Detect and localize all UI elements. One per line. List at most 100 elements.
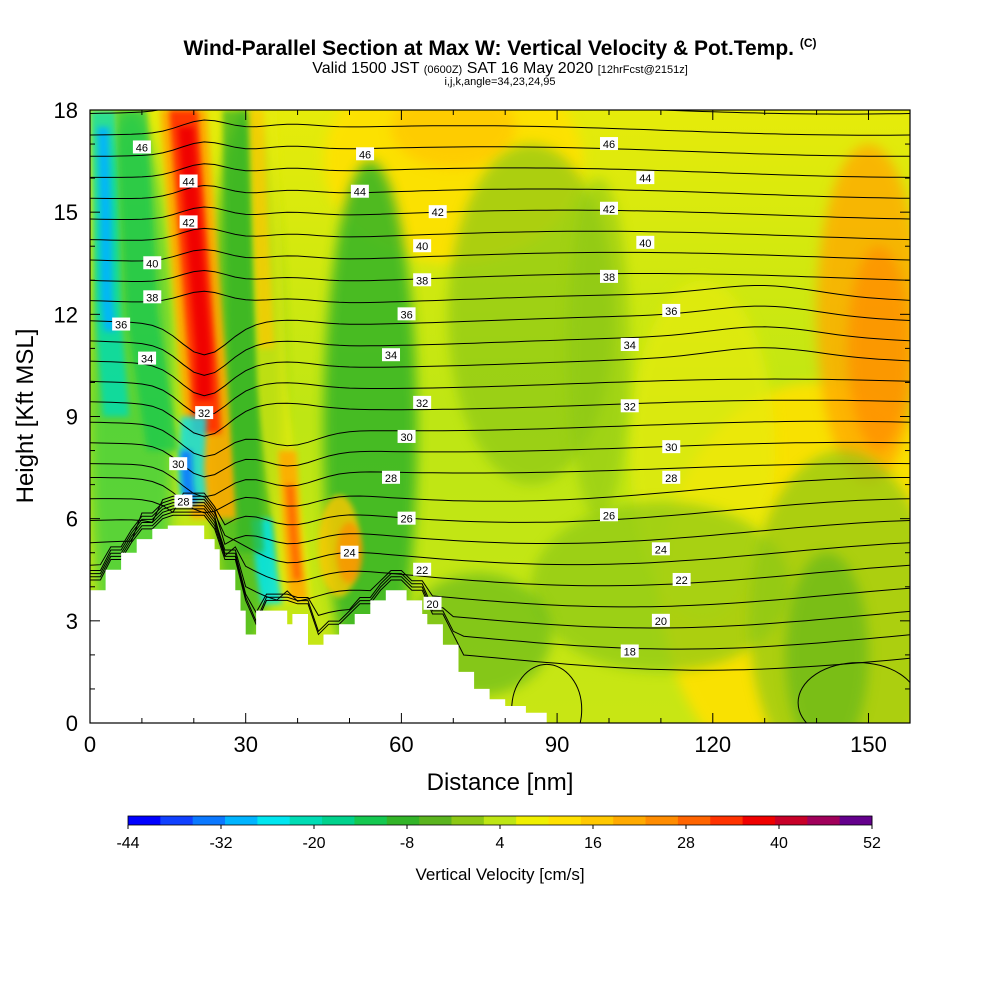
colorbar-swatch [160, 816, 194, 825]
theta-contour-line [90, 184, 910, 199]
colorbar-tick-label: -20 [302, 835, 325, 852]
theta-label: 42 [179, 215, 198, 229]
theta-label-box [397, 429, 416, 443]
theta-label-text: 20 [655, 616, 667, 628]
theta-contour-line [90, 505, 910, 608]
field-blob [531, 501, 791, 672]
theta-label-text: 32 [198, 408, 210, 420]
theta-contour-line [90, 378, 910, 417]
theta-label: 20 [651, 613, 670, 628]
colorbar-swatch [710, 816, 744, 825]
theta-label-box [620, 644, 639, 658]
theta-label-text: 30 [172, 459, 184, 471]
colorbar-swatch [128, 816, 161, 825]
theta-label: 26 [599, 508, 618, 522]
theta-label: 28 [662, 470, 681, 485]
theta-label-text: 40 [146, 258, 158, 270]
colorbar-swatch [386, 816, 420, 825]
theta-contour-loop [797, 662, 910, 723]
theta-label-text: 40 [416, 241, 428, 253]
theta-label: 30 [662, 440, 681, 454]
theta-label-box [620, 337, 639, 351]
theta-contour-labels: 46 44 42 40 38 36 34 32 30 28 46 44 42 40 38 36 34 32 30 28… [112, 137, 691, 658]
x-tick-label: 90 [545, 732, 569, 757]
theta-label: 36 [112, 317, 131, 332]
theta-label-box [413, 239, 432, 253]
theta-label: 40 [413, 239, 432, 253]
theta-label: 38 [413, 273, 432, 287]
theta-label: 36 [662, 303, 681, 318]
theta-label-text: 18 [624, 646, 636, 658]
theta-label: 24 [340, 545, 359, 560]
theta-label: 40 [636, 235, 655, 250]
theta-label-box [397, 511, 416, 525]
colorbar-swatch [613, 816, 647, 825]
theta-label-box [143, 290, 162, 304]
field-blob [785, 552, 869, 723]
theta-label-text: 28 [177, 497, 189, 509]
theta-label-box [428, 205, 447, 219]
theta-label: 34 [138, 351, 157, 366]
x-tick-label: 150 [850, 732, 887, 757]
chart-subtitle: Valid 1500 JST (0600Z) SAT 16 May 2020 [… [0, 60, 1000, 78]
theta-label-box [179, 215, 198, 229]
chart-indices: i,j,k,angle=34,23,24,95 [444, 76, 556, 88]
colorbar: -44 -32 -20 -8 4 16 28 40 52 [116, 815, 881, 852]
colorbar-tick-label: -8 [400, 835, 414, 852]
terrain-profile [90, 525, 547, 723]
theta-label: 44 [636, 171, 655, 185]
theta-contour-line [90, 463, 910, 498]
chart-title: Wind-Parallel Section at Max W: Vertical… [0, 36, 1000, 61]
theta-label: 32 [620, 399, 639, 413]
theta-label-text: 28 [385, 473, 397, 485]
theta-label-text: 20 [426, 599, 438, 611]
theta-label-box [138, 351, 157, 365]
y-tick-label: 18 [54, 98, 78, 123]
theta-label: 22 [413, 562, 432, 577]
theta-label: 36 [397, 307, 416, 321]
theta-contour-line [90, 119, 910, 136]
theta-label-box [662, 440, 681, 454]
theta-label-text: 36 [400, 309, 412, 321]
theta-contour-line [90, 141, 910, 157]
theta-contours [90, 110, 910, 723]
theta-label-text: 24 [655, 544, 667, 556]
theta-label: 28 [174, 494, 193, 509]
theta-label-text: 42 [432, 207, 444, 219]
colorbar-tick-label: 28 [677, 835, 695, 852]
theta-label-box [662, 303, 681, 317]
theta-label-box [599, 201, 618, 215]
theta-label-box [132, 140, 151, 154]
theta-label-text: 38 [146, 292, 158, 304]
colorbar-swatch [677, 816, 711, 825]
copyright-mark: (C) [799, 36, 817, 50]
theta-contour-line [90, 441, 910, 478]
theta-label: 40 [143, 256, 162, 270]
theta-label: 30 [169, 457, 188, 471]
theta-label-text: 32 [624, 401, 636, 413]
theta-contour-line [90, 285, 910, 304]
theta-label-box [195, 406, 214, 420]
theta-label: 32 [195, 406, 214, 420]
colorbar-swatch [516, 816, 550, 825]
theta-contour-line [90, 110, 910, 115]
theta-label-box [382, 348, 401, 362]
theta-label-box [356, 147, 375, 161]
theta-label-text: 38 [416, 275, 428, 287]
subtitle-date: SAT 16 May 2020 [466, 60, 594, 77]
y-tick-label: 9 [66, 405, 78, 430]
theta-label: 30 [397, 429, 416, 444]
theta-contour-line [90, 511, 910, 650]
theta-label-text: 44 [354, 187, 366, 199]
theta-label-box [413, 273, 432, 287]
theta-contour-line [90, 206, 910, 220]
theta-label: 46 [132, 140, 151, 154]
x-tick-label: 120 [694, 732, 731, 757]
colorbar-swatch [257, 816, 291, 825]
theta-label-text: 34 [385, 350, 397, 362]
subtitle-valid: Valid 1500 JST [312, 60, 420, 77]
x-tick-label: 0 [84, 732, 96, 757]
theta-label-box [662, 470, 681, 484]
